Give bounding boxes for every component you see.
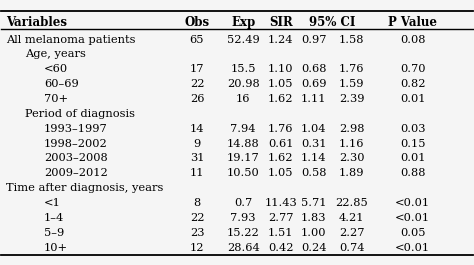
Text: 1.14: 1.14 bbox=[301, 153, 327, 164]
Text: 0.70: 0.70 bbox=[400, 64, 426, 74]
Text: 0.01: 0.01 bbox=[400, 153, 426, 164]
Text: 10+: 10+ bbox=[44, 242, 68, 253]
Text: 2.98: 2.98 bbox=[339, 124, 364, 134]
Text: 1.24: 1.24 bbox=[268, 35, 293, 45]
Text: 1.05: 1.05 bbox=[268, 79, 293, 89]
Text: 0.74: 0.74 bbox=[339, 242, 364, 253]
Text: 9: 9 bbox=[193, 139, 201, 149]
Text: 2009–2012: 2009–2012 bbox=[44, 168, 108, 178]
Text: 15.5: 15.5 bbox=[230, 64, 256, 74]
Text: 7.94: 7.94 bbox=[230, 124, 256, 134]
Text: 1.51: 1.51 bbox=[268, 228, 293, 238]
Text: Exp: Exp bbox=[231, 16, 255, 29]
Text: 1.76: 1.76 bbox=[268, 124, 293, 134]
Text: P Value: P Value bbox=[388, 16, 438, 29]
Text: 0.24: 0.24 bbox=[301, 242, 327, 253]
Text: <60: <60 bbox=[44, 64, 68, 74]
Text: 19.17: 19.17 bbox=[227, 153, 259, 164]
Text: 1.62: 1.62 bbox=[268, 153, 293, 164]
Text: 52.49: 52.49 bbox=[227, 35, 259, 45]
Text: 1.89: 1.89 bbox=[339, 168, 364, 178]
Text: 1993–1997: 1993–1997 bbox=[44, 124, 108, 134]
Text: 0.03: 0.03 bbox=[400, 124, 426, 134]
Text: 1.04: 1.04 bbox=[301, 124, 327, 134]
Text: <0.01: <0.01 bbox=[395, 213, 430, 223]
Text: 20.98: 20.98 bbox=[227, 79, 259, 89]
Text: 1.58: 1.58 bbox=[339, 35, 364, 45]
Text: 1.76: 1.76 bbox=[339, 64, 364, 74]
Text: 12: 12 bbox=[190, 242, 204, 253]
Text: 5–9: 5–9 bbox=[44, 228, 64, 238]
Text: 23: 23 bbox=[190, 228, 204, 238]
Text: 8: 8 bbox=[193, 198, 201, 208]
Text: 2.27: 2.27 bbox=[339, 228, 364, 238]
Text: 1.05: 1.05 bbox=[268, 168, 293, 178]
Text: 0.15: 0.15 bbox=[400, 139, 426, 149]
Text: Period of diagnosis: Period of diagnosis bbox=[25, 109, 135, 119]
Text: 1.10: 1.10 bbox=[268, 64, 293, 74]
Text: 1.16: 1.16 bbox=[339, 139, 364, 149]
Text: 2.39: 2.39 bbox=[339, 94, 364, 104]
Text: 22: 22 bbox=[190, 213, 204, 223]
Text: 0.7: 0.7 bbox=[234, 198, 252, 208]
Text: 4.21: 4.21 bbox=[339, 213, 364, 223]
Text: 70+: 70+ bbox=[44, 94, 68, 104]
Text: 0.88: 0.88 bbox=[400, 168, 426, 178]
Text: All melanoma patients: All melanoma patients bbox=[6, 35, 136, 45]
Text: SIR: SIR bbox=[269, 16, 293, 29]
Text: 60–69: 60–69 bbox=[44, 79, 79, 89]
Text: 1–4: 1–4 bbox=[44, 213, 64, 223]
Text: <1: <1 bbox=[44, 198, 61, 208]
Text: 0.61: 0.61 bbox=[268, 139, 293, 149]
Text: 95% CI: 95% CI bbox=[310, 16, 356, 29]
Text: 15.22: 15.22 bbox=[227, 228, 259, 238]
Text: 11: 11 bbox=[190, 168, 204, 178]
Text: <0.01: <0.01 bbox=[395, 198, 430, 208]
Text: 1.00: 1.00 bbox=[301, 228, 327, 238]
Text: Variables: Variables bbox=[6, 16, 67, 29]
Text: 0.31: 0.31 bbox=[301, 139, 327, 149]
Text: 1.11: 1.11 bbox=[301, 94, 327, 104]
Text: 28.64: 28.64 bbox=[227, 242, 259, 253]
Text: 2003–2008: 2003–2008 bbox=[44, 153, 108, 164]
Text: 0.42: 0.42 bbox=[268, 242, 293, 253]
Text: 0.05: 0.05 bbox=[400, 228, 426, 238]
Text: Obs: Obs bbox=[184, 16, 210, 29]
Text: 1.62: 1.62 bbox=[268, 94, 293, 104]
Text: 0.58: 0.58 bbox=[301, 168, 327, 178]
Text: 0.08: 0.08 bbox=[400, 35, 426, 45]
Text: 0.97: 0.97 bbox=[301, 35, 327, 45]
Text: Time after diagnosis, years: Time after diagnosis, years bbox=[6, 183, 164, 193]
Text: 5.71: 5.71 bbox=[301, 198, 327, 208]
Text: 22.85: 22.85 bbox=[335, 198, 368, 208]
Text: Age, years: Age, years bbox=[25, 50, 86, 59]
Text: 2.30: 2.30 bbox=[339, 153, 364, 164]
Text: 26: 26 bbox=[190, 94, 204, 104]
Text: 31: 31 bbox=[190, 153, 204, 164]
Text: 16: 16 bbox=[236, 94, 250, 104]
Text: 7.93: 7.93 bbox=[230, 213, 256, 223]
Text: <0.01: <0.01 bbox=[395, 242, 430, 253]
Text: 14.88: 14.88 bbox=[227, 139, 259, 149]
Text: 17: 17 bbox=[190, 64, 204, 74]
Text: 0.82: 0.82 bbox=[400, 79, 426, 89]
Text: 0.69: 0.69 bbox=[301, 79, 327, 89]
Text: 10.50: 10.50 bbox=[227, 168, 259, 178]
Text: 65: 65 bbox=[190, 35, 204, 45]
Text: 0.68: 0.68 bbox=[301, 64, 327, 74]
Text: 1.83: 1.83 bbox=[301, 213, 327, 223]
Text: 22: 22 bbox=[190, 79, 204, 89]
Text: 0.01: 0.01 bbox=[400, 94, 426, 104]
Text: 1.59: 1.59 bbox=[339, 79, 364, 89]
Text: 14: 14 bbox=[190, 124, 204, 134]
Text: 2.77: 2.77 bbox=[268, 213, 293, 223]
Text: 11.43: 11.43 bbox=[264, 198, 297, 208]
Text: 1998–2002: 1998–2002 bbox=[44, 139, 108, 149]
